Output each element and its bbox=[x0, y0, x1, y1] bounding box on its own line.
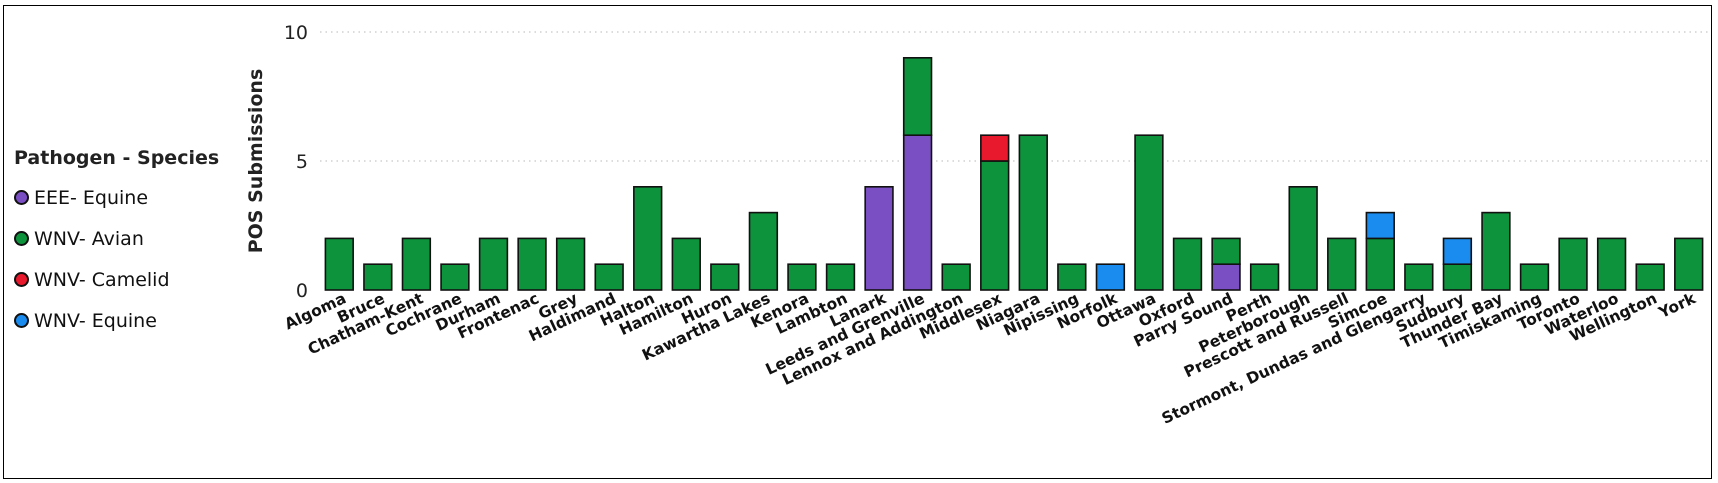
bar-middlesex-wnv-camelid bbox=[980, 134, 1010, 162]
legend-label: WNV- Avian bbox=[34, 227, 144, 250]
bar-durham-wnv-avian bbox=[478, 237, 509, 291]
bar-huron-wnv-avian bbox=[710, 263, 740, 291]
bar-halton-wnv-avian bbox=[633, 186, 663, 291]
legend-item-eee-equine[interactable]: EEE- Equine bbox=[14, 177, 219, 218]
bar-wellington-wnv-avian bbox=[1635, 263, 1665, 291]
bar-parry-sound-wnv-avian bbox=[1211, 237, 1241, 265]
bar-lennox-and-addington-wnv-avian bbox=[941, 263, 971, 291]
legend-item-wnv-camelid[interactable]: WNV- Camelid bbox=[14, 259, 219, 300]
legend-swatch-eee-equine bbox=[14, 190, 29, 205]
legend-item-wnv-equine[interactable]: WNV- Equine bbox=[14, 300, 219, 341]
bar-prescott-and-russell-wnv-avian bbox=[1327, 237, 1357, 291]
bar-leeds-and-grenville-eee-equine bbox=[902, 134, 933, 291]
legend-item-wnv-avian[interactable]: WNV- Avian bbox=[14, 218, 219, 259]
bar-norfolk-wnv-equine bbox=[1095, 263, 1126, 291]
bar-kawartha-lakes-wnv-avian bbox=[748, 211, 779, 291]
bar-grey-wnv-avian bbox=[555, 237, 586, 291]
bar-leeds-and-grenville-wnv-avian bbox=[902, 56, 933, 137]
legend-label: WNV- Equine bbox=[34, 309, 157, 332]
bar-york-wnv-avian bbox=[1674, 237, 1704, 291]
x-tick-label: York bbox=[1655, 289, 1699, 322]
bar-toronto-wnv-avian bbox=[1558, 237, 1588, 291]
bar-stormont-dundas-and-glengarry-wnv-avian bbox=[1404, 263, 1434, 291]
y-tick-label: 10 bbox=[284, 22, 308, 44]
bar-thunder-bay-wnv-avian bbox=[1481, 211, 1511, 291]
bar-timiskaming-wnv-avian bbox=[1519, 263, 1550, 291]
bar-haldimand-wnv-avian bbox=[594, 263, 624, 291]
bar-parry-sound-eee-equine bbox=[1211, 263, 1241, 291]
bar-ottawa-wnv-avian bbox=[1134, 134, 1164, 291]
bar-peterborough-wnv-avian bbox=[1288, 186, 1318, 291]
bar-sudbury-wnv-avian bbox=[1442, 263, 1473, 291]
legend-swatch-wnv-avian bbox=[14, 231, 29, 246]
bar-middlesex-wnv-avian bbox=[980, 160, 1010, 291]
legend: Pathogen - Species EEE- Equine WNV- Avia… bbox=[14, 147, 219, 341]
bar-niagara-wnv-avian bbox=[1018, 134, 1048, 291]
bar-bruce-wnv-avian bbox=[363, 263, 393, 291]
bar-oxford-wnv-avian bbox=[1172, 237, 1203, 291]
bar-sudbury-wnv-equine bbox=[1442, 237, 1473, 265]
bar-hamilton-wnv-avian bbox=[671, 237, 701, 291]
y-tick-label: 0 bbox=[296, 280, 308, 302]
legend-title: Pathogen - Species bbox=[14, 147, 220, 169]
bar-simcoe-wnv-avian bbox=[1365, 237, 1395, 291]
bar-perth-wnv-avian bbox=[1249, 263, 1280, 291]
legend-label: WNV- Camelid bbox=[34, 268, 170, 291]
bar-simcoe-wnv-equine bbox=[1365, 211, 1395, 240]
y-tick-label: 5 bbox=[296, 151, 308, 173]
bar-cochrane-wnv-avian bbox=[440, 263, 470, 291]
bar-frontenac-wnv-avian bbox=[517, 237, 547, 291]
legend-swatch-wnv-equine bbox=[14, 313, 29, 328]
bar-nipissing-wnv-avian bbox=[1057, 263, 1087, 291]
legend-swatch-wnv-camelid bbox=[14, 272, 29, 287]
chart-frame bbox=[3, 5, 1712, 479]
bar-waterloo-wnv-avian bbox=[1596, 237, 1627, 291]
bar-kenora-wnv-avian bbox=[787, 263, 817, 291]
bar-algoma-wnv-avian bbox=[324, 237, 354, 291]
bar-lanark-eee-equine bbox=[864, 186, 894, 291]
bar-lambton-wnv-avian bbox=[825, 263, 856, 291]
legend-label: EEE- Equine bbox=[34, 186, 149, 209]
y-axis-title: POS Submissions bbox=[245, 69, 267, 254]
bar-chatham-kent-wnv-avian bbox=[401, 237, 432, 291]
